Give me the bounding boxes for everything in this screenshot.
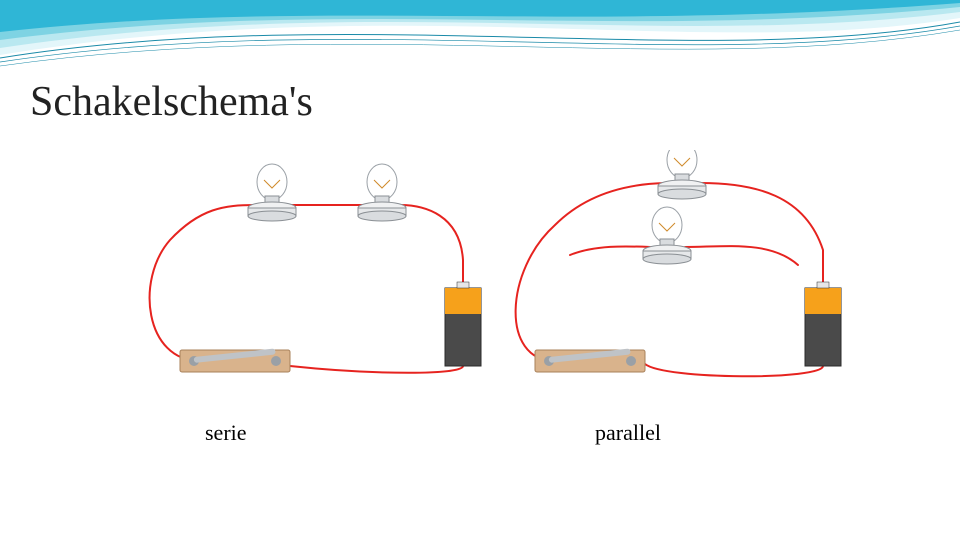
bulb (248, 164, 296, 221)
label-parallel: parallel (595, 420, 661, 446)
label-serie: serie (205, 420, 247, 446)
battery (445, 282, 481, 366)
parallel-wire-outer (516, 183, 665, 361)
bulb (658, 150, 706, 199)
bulb (643, 207, 691, 264)
parallel-wire-outer2 (700, 183, 823, 290)
parallel-wire-inner-right (685, 246, 798, 265)
parallel-wire-bottom (645, 364, 823, 376)
circuit-diagram (105, 150, 855, 410)
wave-header (0, 0, 960, 90)
series-wire (150, 205, 463, 373)
bulb (358, 164, 406, 221)
switch (535, 348, 645, 372)
series-circuit (150, 164, 481, 373)
battery (805, 282, 841, 366)
parallel-circuit (516, 150, 841, 376)
slide-title: Schakelschema's (30, 78, 313, 126)
switch (180, 348, 290, 372)
parallel-wire-inner-left (570, 246, 650, 255)
